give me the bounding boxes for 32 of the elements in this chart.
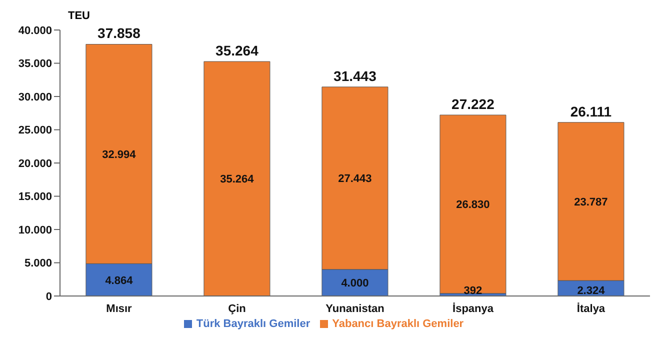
y-tick-label: 20.000	[18, 158, 52, 170]
y-tick-label: 10.000	[18, 224, 52, 236]
total-label: 27.222	[452, 96, 495, 112]
x-tick-label: Çin	[228, 302, 246, 315]
data-label: 27.443	[338, 173, 372, 186]
y-tick-label: 15.000	[18, 191, 52, 204]
data-label: 26.830	[456, 199, 490, 212]
total-label: 35.264	[216, 42, 259, 58]
data-label: 23.787	[574, 196, 608, 208]
y-tick-label: 40.000	[18, 24, 52, 37]
legend-label: Yabancı Bayraklı Gemiler	[332, 318, 464, 330]
data-label: 4.864	[105, 274, 134, 287]
x-tick-label: İspanya	[452, 302, 494, 315]
y-tick-label: 35.000	[18, 58, 52, 70]
total-label: 26.111	[570, 103, 612, 120]
y-tick-label: 5.000	[24, 258, 52, 270]
data-label: 35.264	[220, 174, 255, 186]
x-tick-label: Mısır	[106, 302, 133, 315]
x-tick-label: İtalya	[576, 302, 606, 315]
bar	[440, 114, 506, 294]
data-label: 4.000	[341, 278, 369, 290]
y-tick-label: 30.000	[18, 91, 52, 104]
y-tick-label: 25.000	[18, 124, 52, 137]
y-axis-title: TEU	[68, 10, 90, 22]
data-label: 32.994	[102, 148, 137, 161]
total-label: 31.443	[334, 68, 377, 84]
total-label: 37.858	[98, 25, 141, 42]
x-tick-label: Yunanistan	[326, 302, 385, 315]
legend-label: Türk Bayraklı Gemiler	[196, 318, 310, 330]
bar	[204, 61, 270, 296]
y-tick-label: 0	[46, 290, 52, 303]
data-label: 2.324	[577, 285, 606, 297]
